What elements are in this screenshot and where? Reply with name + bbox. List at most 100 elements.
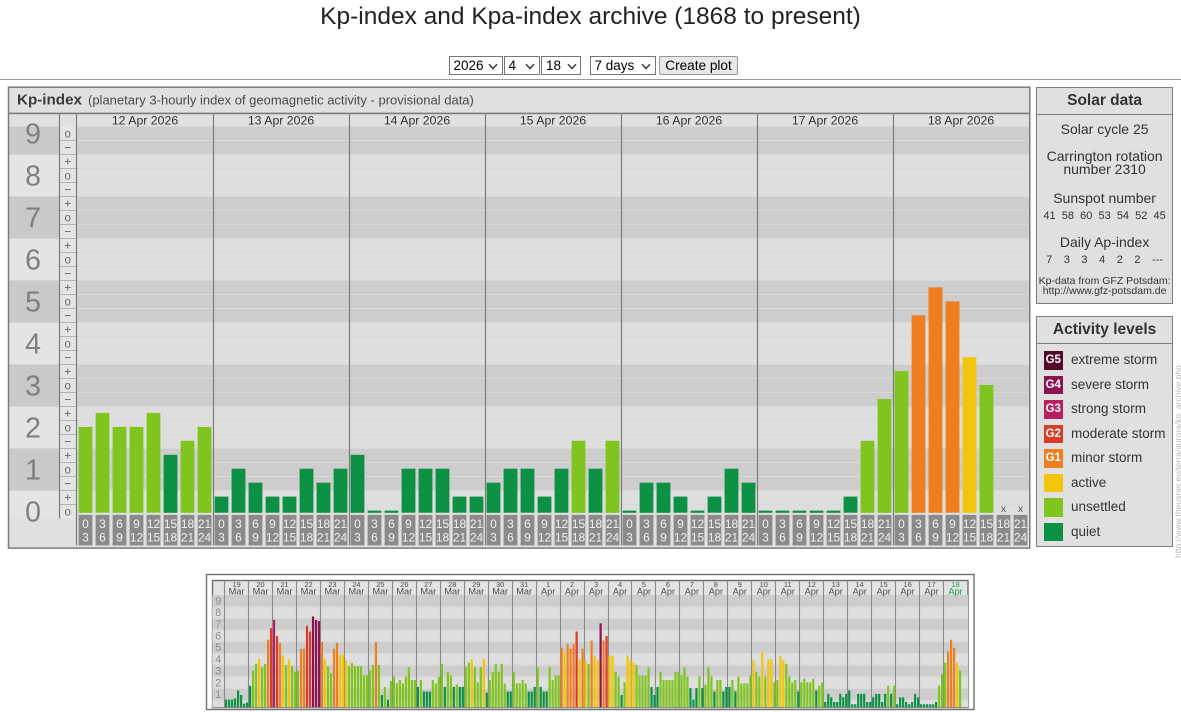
svg-text:21: 21 — [280, 580, 288, 589]
svg-text:21: 21 — [453, 531, 467, 545]
svg-text:2: 2 — [570, 580, 574, 589]
svg-text:16: 16 — [903, 580, 911, 589]
svg-text:18: 18 — [300, 531, 314, 545]
svg-text:9: 9 — [660, 531, 667, 545]
svg-text:15: 15 — [572, 517, 586, 531]
svg-text:18: 18 — [708, 531, 722, 545]
svg-text:24: 24 — [878, 531, 892, 545]
svg-text:Apr: Apr — [685, 586, 699, 596]
svg-text:Apr: Apr — [900, 586, 914, 596]
svg-text:Mar: Mar — [468, 586, 484, 596]
svg-text:29: 29 — [472, 580, 480, 589]
svg-text:24: 24 — [742, 531, 756, 545]
svg-text:15: 15 — [555, 531, 569, 545]
svg-text:Apr: Apr — [829, 586, 843, 596]
svg-text:−: − — [64, 140, 71, 154]
svg-text:6: 6 — [215, 631, 221, 643]
svg-text:21: 21 — [1014, 517, 1028, 531]
svg-text:−: − — [64, 476, 71, 490]
svg-text:6: 6 — [235, 531, 242, 545]
svg-text:o: o — [64, 506, 70, 518]
svg-text:18: 18 — [980, 531, 994, 545]
svg-text:Apr: Apr — [709, 586, 723, 596]
svg-text:18: 18 — [844, 531, 858, 545]
svg-text:21: 21 — [878, 517, 892, 531]
svg-text:6: 6 — [796, 517, 803, 531]
svg-text:Apr: Apr — [541, 586, 555, 596]
svg-text:15: 15 — [436, 517, 450, 531]
svg-text:21: 21 — [334, 517, 348, 531]
svg-text:+: + — [64, 280, 71, 294]
svg-text:21: 21 — [589, 531, 603, 545]
svg-text:18: 18 — [861, 517, 875, 531]
svg-text:+: + — [64, 364, 71, 378]
svg-text:25: 25 — [376, 580, 384, 589]
svg-text:12: 12 — [419, 517, 433, 531]
svg-text:24: 24 — [1014, 531, 1028, 545]
svg-text:o: o — [64, 212, 70, 224]
svg-text:Mar: Mar — [229, 586, 245, 596]
svg-text:15: 15 — [880, 580, 888, 589]
svg-text:3: 3 — [218, 531, 225, 545]
svg-text:23: 23 — [328, 580, 336, 589]
svg-text:8: 8 — [215, 607, 221, 619]
svg-text:Apr: Apr — [589, 586, 603, 596]
svg-text:15 Apr 2026: 15 Apr 2026 — [520, 114, 586, 128]
svg-text:21: 21 — [997, 531, 1011, 545]
svg-text:8: 8 — [25, 161, 41, 193]
svg-text:12: 12 — [946, 531, 960, 545]
svg-text:3: 3 — [371, 517, 378, 531]
svg-text:+: + — [64, 322, 71, 336]
svg-text:Apr: Apr — [637, 586, 651, 596]
svg-text:21: 21 — [317, 531, 331, 545]
svg-text:Apr: Apr — [757, 586, 771, 596]
svg-text:16 Apr 2026: 16 Apr 2026 — [656, 114, 722, 128]
svg-text:12: 12 — [827, 517, 841, 531]
svg-text:17 Apr 2026: 17 Apr 2026 — [792, 114, 858, 128]
svg-text:15: 15 — [419, 531, 433, 545]
svg-text:Mar: Mar — [444, 586, 460, 596]
svg-text:−: − — [64, 350, 71, 364]
svg-text:o: o — [64, 380, 70, 392]
svg-text:4: 4 — [215, 654, 221, 666]
svg-text:−: − — [64, 434, 71, 448]
svg-text:3: 3 — [25, 371, 41, 403]
svg-text:4: 4 — [618, 580, 622, 589]
svg-text:6: 6 — [116, 517, 123, 531]
svg-text:9: 9 — [269, 517, 276, 531]
svg-text:Mar: Mar — [492, 586, 508, 596]
svg-text:9: 9 — [932, 531, 939, 545]
svg-text:6: 6 — [388, 517, 395, 531]
svg-text:Apr: Apr — [924, 586, 938, 596]
svg-text:21: 21 — [198, 517, 212, 531]
svg-text:0: 0 — [354, 517, 361, 531]
svg-text:3: 3 — [507, 517, 514, 531]
svg-text:18: 18 — [317, 517, 331, 531]
svg-text:+: + — [64, 154, 71, 168]
svg-text:18: 18 — [181, 517, 195, 531]
svg-text:21: 21 — [725, 531, 739, 545]
svg-text:15: 15 — [827, 531, 841, 545]
svg-text:Apr: Apr — [613, 586, 627, 596]
svg-text:+: + — [64, 490, 71, 504]
svg-text:Mar: Mar — [420, 586, 436, 596]
svg-text:−: − — [64, 224, 71, 238]
svg-text:+: + — [64, 238, 71, 252]
svg-text:18: 18 — [436, 531, 450, 545]
svg-text:6: 6 — [643, 531, 650, 545]
svg-text:13: 13 — [832, 580, 840, 589]
svg-text:+: + — [64, 448, 71, 462]
svg-text:9: 9 — [738, 580, 742, 589]
svg-text:0: 0 — [490, 517, 497, 531]
svg-text:Mar: Mar — [348, 586, 364, 596]
svg-text:18: 18 — [951, 580, 959, 589]
svg-text:19: 19 — [232, 580, 240, 589]
svg-text:26: 26 — [400, 580, 408, 589]
svg-text:−: − — [64, 308, 71, 322]
svg-text:15: 15 — [980, 517, 994, 531]
svg-text:Apr: Apr — [948, 586, 962, 596]
svg-text:Mar: Mar — [253, 586, 269, 596]
svg-text:18: 18 — [453, 517, 467, 531]
svg-text:14: 14 — [856, 580, 864, 589]
svg-text:Mar: Mar — [277, 586, 293, 596]
